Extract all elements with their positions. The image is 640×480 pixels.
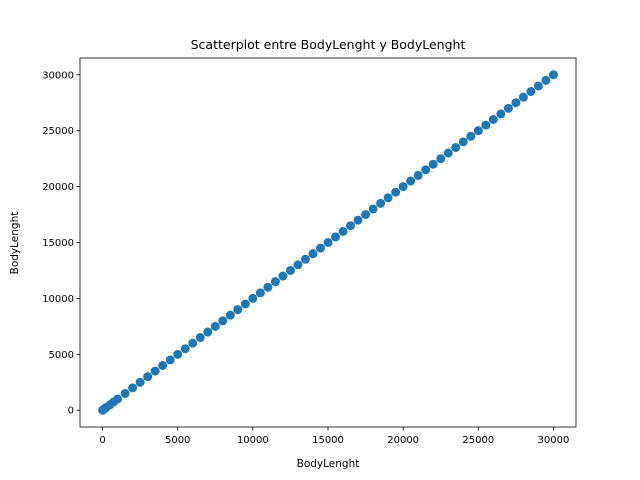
data-point xyxy=(541,75,551,85)
data-point xyxy=(353,215,363,225)
x-tick-label: 20000 xyxy=(387,435,419,446)
data-point xyxy=(300,254,310,264)
data-point xyxy=(195,333,205,343)
y-tick-label: 20000 xyxy=(42,182,74,193)
data-point xyxy=(548,70,558,80)
data-point xyxy=(173,349,183,359)
data-point xyxy=(488,115,498,124)
data-point xyxy=(518,92,528,102)
data-point xyxy=(473,126,483,136)
x-axis-ticks: 0 5000 10000 15000 20000 25000 30000 xyxy=(99,427,569,446)
data-point xyxy=(315,243,325,253)
y-tick-label: 25000 xyxy=(42,126,74,137)
data-point xyxy=(218,316,228,326)
data-point xyxy=(413,170,423,180)
data-point xyxy=(233,305,243,315)
data-point xyxy=(248,293,258,303)
x-tick-label: 0 xyxy=(99,435,105,446)
data-point xyxy=(376,198,386,208)
x-axis-label: BodyLenght xyxy=(297,458,360,470)
data-point xyxy=(285,265,295,275)
x-tick-label: 30000 xyxy=(538,435,570,446)
x-tick-label: 15000 xyxy=(312,435,344,446)
data-point xyxy=(421,165,431,175)
data-point xyxy=(406,176,416,186)
data-point xyxy=(143,372,153,382)
data-point xyxy=(451,142,461,152)
data-point xyxy=(293,260,303,270)
data-point xyxy=(270,277,280,287)
data-points xyxy=(98,70,558,415)
data-point xyxy=(203,327,213,337)
y-axis-label: BodyLenght xyxy=(9,212,21,275)
data-point xyxy=(533,81,543,91)
data-point xyxy=(331,232,341,242)
x-tick-label: 5000 xyxy=(165,435,190,446)
data-point xyxy=(383,193,393,203)
y-tick-label: 0 xyxy=(68,406,74,417)
data-point xyxy=(210,321,220,331)
data-point xyxy=(128,383,138,393)
data-point xyxy=(368,204,378,214)
data-point xyxy=(391,187,401,197)
data-point xyxy=(466,131,476,141)
data-point xyxy=(323,238,333,247)
data-point xyxy=(361,210,371,220)
data-point xyxy=(240,299,250,309)
data-point xyxy=(443,148,453,158)
data-point xyxy=(255,288,265,298)
y-tick-label: 30000 xyxy=(42,70,74,81)
data-point xyxy=(278,271,288,281)
data-point xyxy=(263,282,273,292)
data-point xyxy=(225,310,235,320)
data-point xyxy=(346,221,356,231)
data-point xyxy=(135,377,145,387)
y-tick-label: 10000 xyxy=(42,294,74,305)
x-tick-label: 25000 xyxy=(462,435,494,446)
data-point xyxy=(180,344,190,354)
data-point xyxy=(150,366,160,376)
data-point xyxy=(398,182,408,192)
data-point xyxy=(188,338,198,348)
x-tick-label: 10000 xyxy=(237,435,269,446)
data-point xyxy=(503,103,513,113)
data-point xyxy=(436,154,446,164)
data-point xyxy=(481,120,491,130)
y-tick-label: 5000 xyxy=(49,350,74,361)
data-point xyxy=(308,249,318,259)
data-point xyxy=(158,361,168,370)
data-point xyxy=(496,109,506,119)
data-point xyxy=(120,388,130,398)
chart-title: Scatterplot entre BodyLenght y BodyLengh… xyxy=(191,37,466,52)
data-point xyxy=(113,394,123,404)
data-point xyxy=(511,98,521,108)
data-point xyxy=(428,159,438,169)
data-point xyxy=(165,355,175,365)
data-point xyxy=(338,226,348,236)
y-axis-ticks: 0 5000 10000 15000 20000 25000 30000 xyxy=(42,70,80,417)
data-point xyxy=(526,87,536,97)
y-tick-label: 15000 xyxy=(42,238,74,249)
data-point xyxy=(458,137,468,147)
